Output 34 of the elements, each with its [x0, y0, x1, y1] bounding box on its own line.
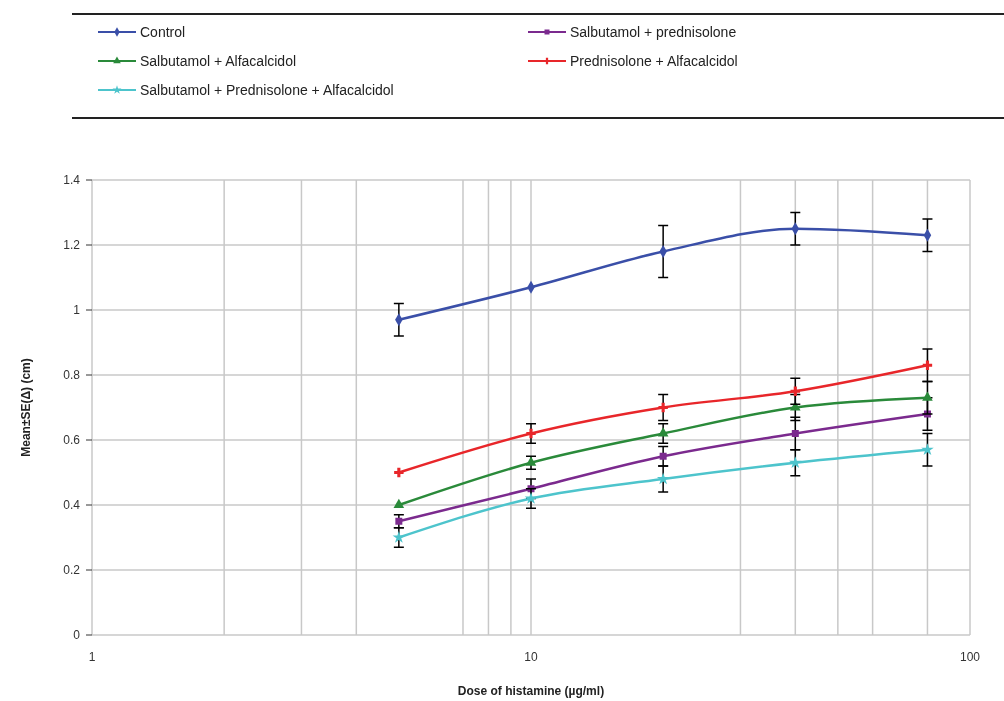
point — [791, 430, 799, 437]
point — [922, 360, 933, 370]
point — [658, 402, 668, 413]
point — [922, 391, 933, 401]
point — [656, 472, 670, 485]
y-tick-label: 0.4 — [63, 498, 81, 512]
legend-label: Salbutamol + Prednisolone + Alfacalcidol — [140, 82, 394, 98]
x-tick-label: 100 — [959, 650, 981, 664]
point — [525, 456, 537, 466]
point — [393, 498, 405, 509]
point — [789, 456, 802, 469]
point — [526, 428, 536, 439]
point — [921, 443, 934, 456]
y-tick-label: 1.4 — [63, 173, 81, 187]
y-tick-label: 0.2 — [63, 563, 81, 577]
y-tick-label: 0.6 — [63, 433, 81, 447]
legend-label: Salbutamol + Alfacalcidol — [140, 53, 297, 69]
y-tick-label: 1.2 — [63, 238, 81, 252]
x-tick-label: 10 — [524, 650, 538, 664]
point — [657, 427, 669, 437]
point — [524, 491, 538, 504]
x-tick-label: 1 — [88, 650, 96, 664]
y-tick-label: 0 — [73, 628, 81, 642]
legend-label: Salbutamol + prednisolone — [570, 24, 737, 40]
point — [659, 452, 667, 460]
point — [790, 386, 800, 396]
point — [395, 517, 403, 525]
y-tick-label: 0.8 — [63, 368, 81, 382]
legend-label: Control — [140, 24, 186, 40]
x-axis-title: Dose of histamine (µg/ml) — [457, 684, 605, 698]
legend-label: Prednisolone + Alfacalcidol — [570, 53, 738, 69]
point — [394, 467, 404, 478]
y-tick-label: 1 — [73, 303, 81, 317]
y-axis-title: Mean±SE(Δ) (cm) — [19, 358, 33, 457]
